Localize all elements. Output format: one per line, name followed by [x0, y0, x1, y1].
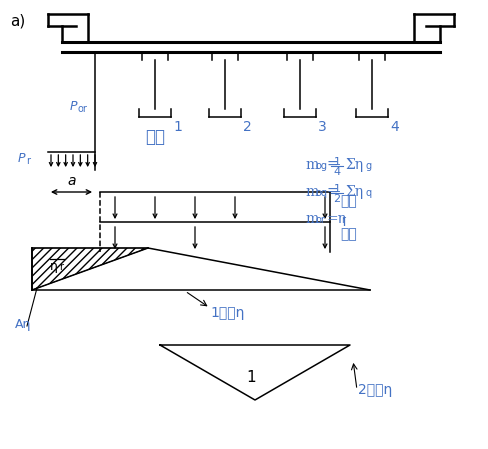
- Text: 1: 1: [245, 370, 255, 385]
- Text: 挪车: 挪车: [339, 194, 356, 208]
- Text: =: =: [326, 158, 338, 172]
- Text: r: r: [59, 262, 63, 272]
- Text: or: or: [314, 215, 324, 225]
- Text: 1: 1: [333, 157, 340, 167]
- Text: 汽车: 汽车: [339, 227, 356, 241]
- Text: 1: 1: [333, 184, 340, 194]
- Text: m: m: [305, 158, 318, 172]
- Text: 2: 2: [333, 194, 340, 204]
- Text: Aη: Aη: [15, 318, 31, 331]
- Text: m: m: [305, 185, 318, 199]
- Text: 4: 4: [333, 167, 340, 177]
- Text: =: =: [326, 185, 338, 199]
- Text: 2号梁η: 2号梁η: [357, 383, 391, 397]
- Text: og: og: [314, 161, 326, 171]
- Text: m: m: [305, 212, 318, 226]
- Text: 1: 1: [173, 120, 182, 134]
- Text: 4: 4: [389, 120, 398, 134]
- Text: r: r: [26, 156, 30, 166]
- Text: P: P: [70, 100, 77, 113]
- Text: a: a: [67, 174, 76, 188]
- Text: g: g: [364, 161, 370, 171]
- Text: 3: 3: [317, 120, 326, 134]
- Text: =η: =η: [326, 212, 346, 226]
- Text: q: q: [364, 188, 370, 198]
- Text: a): a): [10, 14, 25, 29]
- Text: η: η: [50, 260, 58, 273]
- Text: P: P: [18, 152, 25, 165]
- Text: Ση: Ση: [345, 158, 363, 172]
- Text: 人群: 人群: [145, 128, 164, 146]
- Text: oq: oq: [314, 188, 326, 198]
- Text: 2: 2: [243, 120, 251, 134]
- Polygon shape: [32, 248, 148, 290]
- Text: Ση: Ση: [345, 185, 363, 199]
- Text: r: r: [340, 215, 345, 225]
- Text: 1号梁η: 1号梁η: [209, 306, 244, 320]
- Text: or: or: [78, 104, 88, 114]
